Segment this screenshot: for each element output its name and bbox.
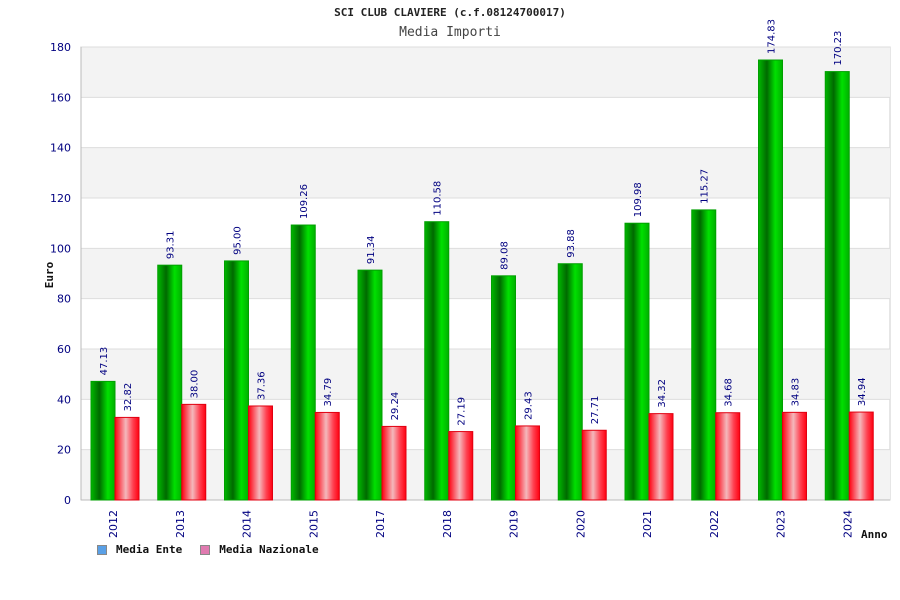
bar-value-label: 34.94 (857, 377, 868, 406)
bar-media-ente (90, 380, 116, 501)
bar-value-label: 32.82 (123, 383, 134, 412)
bar-value-label: 29.43 (524, 391, 535, 420)
bar-media-nazionale (314, 411, 340, 501)
y-axis-label: Euro (43, 261, 56, 288)
legend-label-media-ente: Media Ente (116, 543, 183, 556)
bar-media-ente (290, 224, 316, 501)
x-tick-label: 2017 (374, 510, 387, 538)
bar-media-nazionale (181, 403, 207, 501)
bar-value-label: 37.36 (257, 371, 268, 400)
bar-media-ente (758, 59, 783, 501)
bar-media-nazionale (715, 412, 741, 501)
x-tick-label: 2014 (241, 510, 254, 538)
bar-media-ente (624, 222, 650, 501)
bar-value-label: 38.00 (190, 370, 201, 399)
y-tick-label: 140 (50, 142, 71, 155)
y-tick-label: 160 (50, 91, 71, 104)
bar-value-label: 34.83 (791, 378, 802, 407)
legend-swatch-media-nazionale (200, 544, 211, 555)
y-tick-label: 40 (57, 393, 71, 406)
x-tick-label: 2012 (107, 510, 120, 538)
y-tick-label: 0 (64, 494, 71, 507)
y-tick-label: 180 (50, 41, 71, 54)
legend-swatch-media-ente (97, 544, 107, 555)
x-tick-label: 2013 (174, 510, 187, 538)
y-tick-label: 120 (50, 192, 71, 205)
bar-value-label: 93.31 (166, 231, 177, 260)
legend-item-media-ente: Media Ente (97, 543, 182, 556)
bar-value-label: 34.79 (323, 378, 334, 407)
legend-item-media-nazionale: Media Nazionale (200, 543, 319, 556)
bar-media-nazionale (581, 429, 607, 501)
y-tick-label: 20 (57, 444, 71, 457)
y-tick-label: 100 (50, 242, 71, 255)
bar-value-label: 29.24 (390, 392, 401, 421)
bar-media-nazionale (782, 411, 807, 501)
bar-media-nazionale (648, 413, 674, 501)
legend: Media Ente Media Nazionale (97, 543, 337, 556)
bar-value-label: 89.08 (500, 241, 511, 270)
bar-value-label: 115.27 (700, 169, 711, 204)
y-axis-ticks: 0 20 40 60 80 100 120 140 160 180 (50, 41, 71, 507)
x-tick-label: 2018 (441, 510, 454, 538)
x-axis-ticks: 2012 2013 2014 2015 2017 2018 2019 2020 2021 2022… (107, 510, 854, 538)
bar-value-label: 27.71 (590, 396, 601, 425)
x-tick-label: 2015 (307, 510, 320, 538)
bar-labels: 47.13 32.82 93.31 38.00 95.00 37.36 109.26 34.7… (99, 19, 868, 426)
x-tick-label: 2024 (841, 510, 854, 538)
grid-band (81, 47, 890, 98)
bar-media-ente (824, 71, 850, 501)
bar-media-ente (157, 264, 183, 501)
grid-band (81, 248, 890, 299)
bar-media-ente (691, 209, 717, 501)
bar-value-label: 95.00 (233, 226, 244, 255)
bar-media-nazionale (515, 425, 540, 501)
bar-value-label: 174.83 (767, 19, 778, 54)
bar-media-nazionale (848, 411, 874, 501)
x-tick-label: 2019 (508, 510, 521, 538)
y-tick-label: 80 (57, 293, 71, 306)
bar-media-ente (424, 221, 450, 501)
bar-value-label: 34.68 (724, 378, 735, 407)
bar-value-label: 34.32 (657, 379, 668, 408)
chart-title: SCI CLUB CLAVIERE (c.f.08124700017) (334, 6, 566, 19)
bar-value-label: 109.26 (299, 184, 310, 219)
bar-media-ente (224, 260, 249, 501)
chart-subtitle: Media Importi (399, 25, 501, 40)
bar-media-ente (491, 275, 516, 501)
grid-band (81, 147, 890, 198)
bar-media-nazionale (448, 431, 474, 501)
bar-media-nazionale (114, 416, 140, 501)
grid-bands (80, 46, 891, 501)
bar-media-ente (557, 263, 583, 501)
x-axis-label: Anno (861, 528, 888, 541)
bars (90, 59, 874, 501)
bar-value-label: 109.98 (633, 182, 644, 217)
x-tick-label: 2023 (775, 510, 788, 538)
bar-value-label: 47.13 (99, 347, 110, 376)
y-tick-label: 60 (57, 343, 71, 356)
bar-value-label: 91.34 (366, 235, 377, 264)
grid-band (81, 349, 890, 400)
bar-value-label: 93.88 (566, 229, 577, 258)
bar-value-label: 27.19 (457, 397, 468, 426)
x-tick-label: 2021 (641, 510, 654, 538)
bar-value-label: 110.58 (433, 181, 444, 216)
gridlines (80, 46, 890, 501)
bar-value-label: 170.23 (833, 31, 844, 66)
x-tick-label: 2020 (574, 510, 587, 538)
legend-label-media-nazionale: Media Nazionale (219, 543, 319, 556)
bar-media-ente (357, 269, 383, 501)
grid-band (81, 449, 890, 500)
bar-media-nazionale (381, 425, 407, 501)
x-tick-label: 2022 (708, 510, 721, 538)
bar-media-nazionale (248, 405, 273, 501)
